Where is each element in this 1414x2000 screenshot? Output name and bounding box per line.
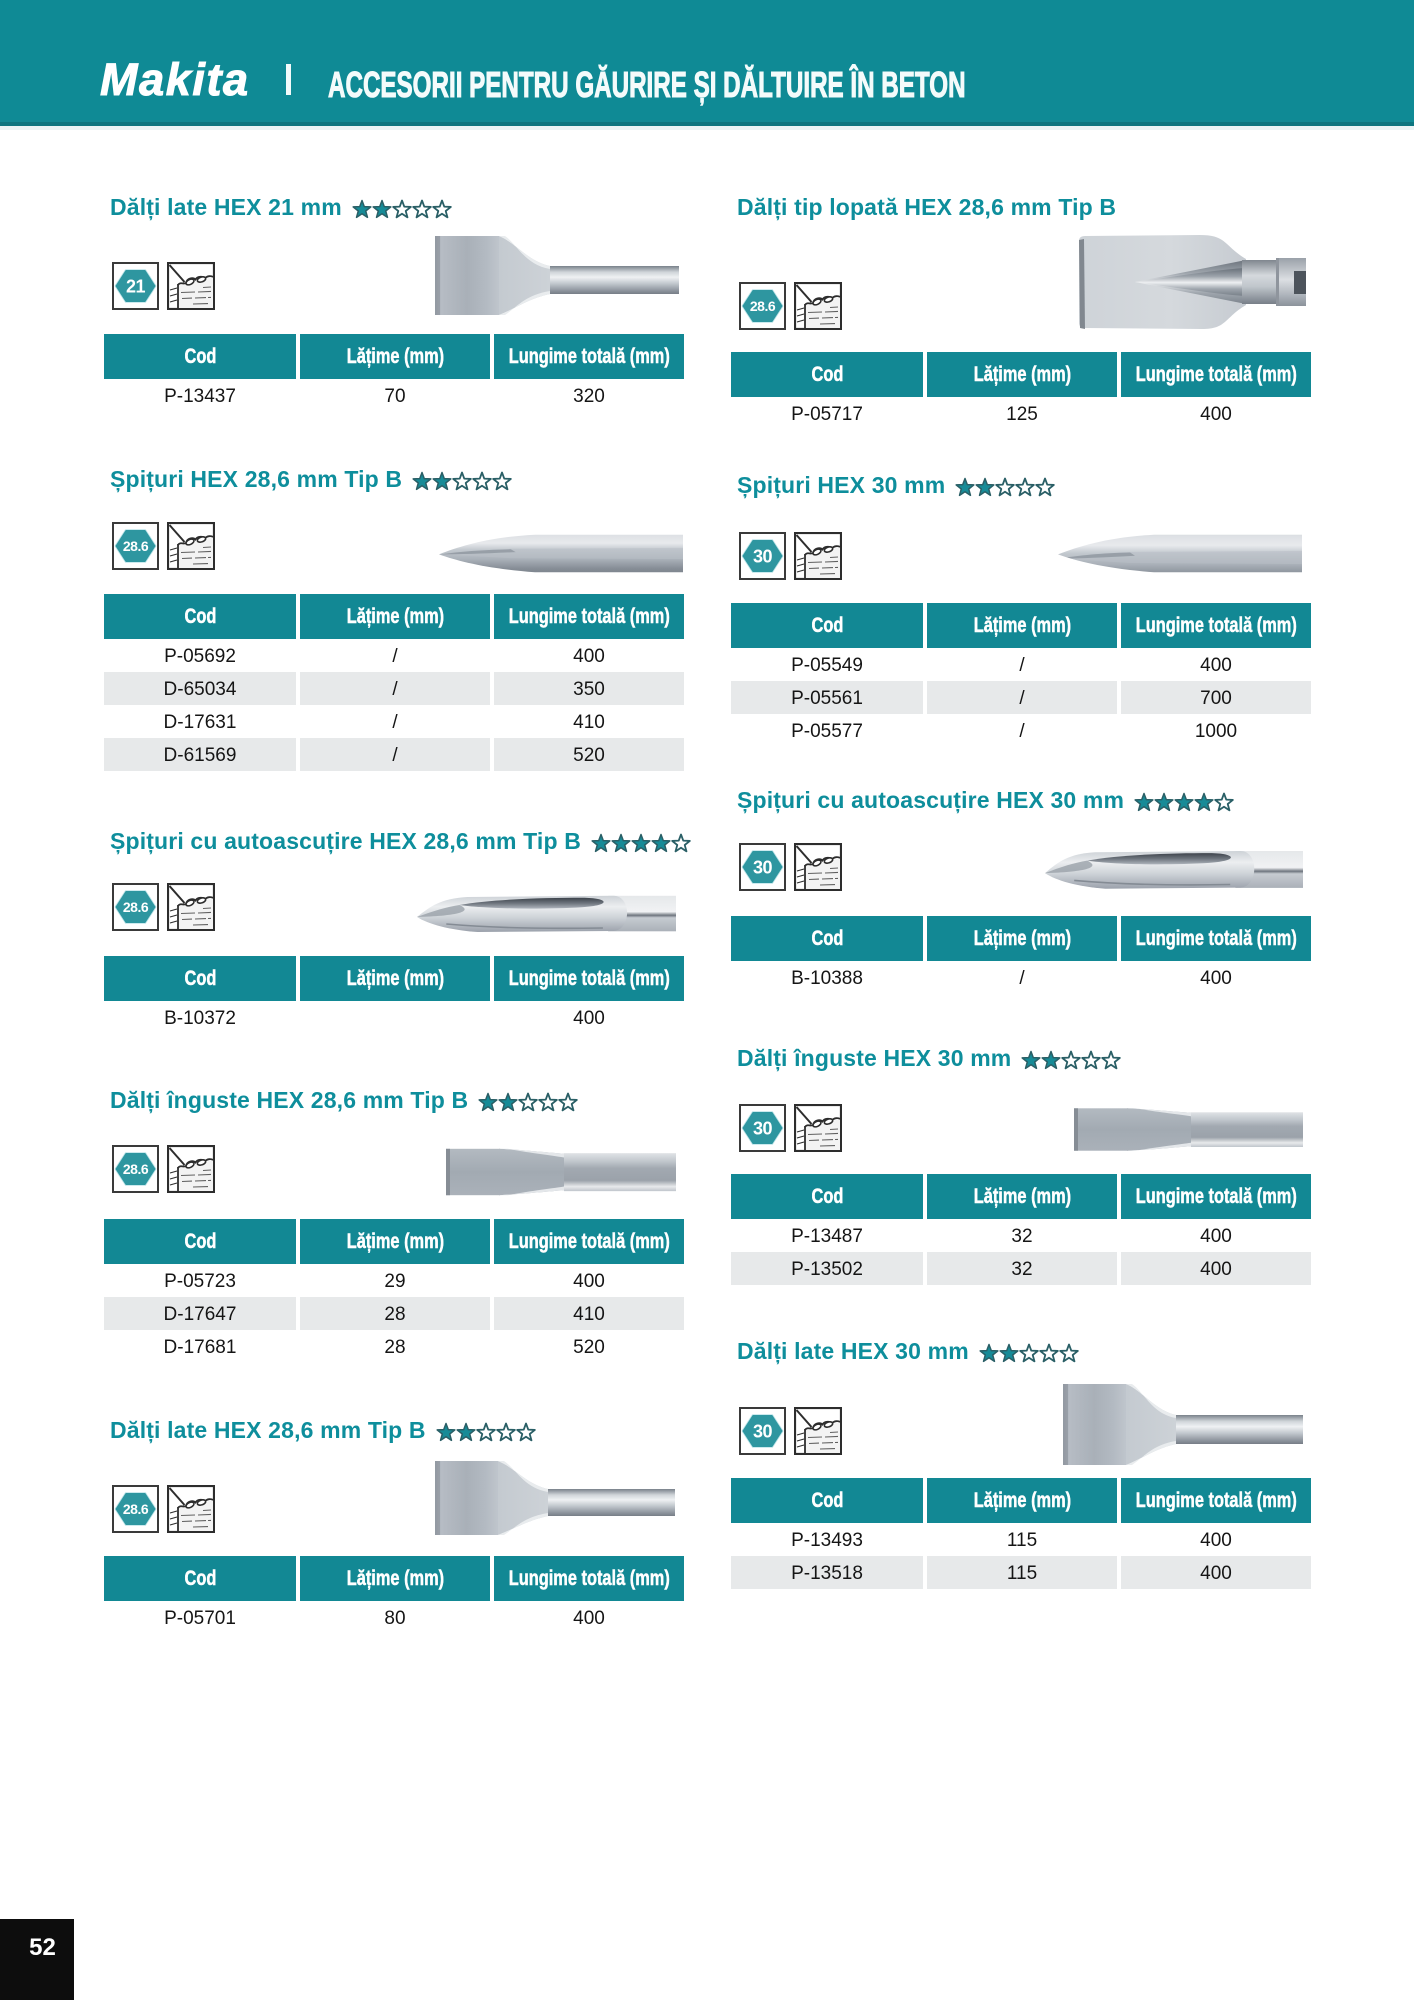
svg-text:28.6: 28.6 [123, 1501, 149, 1517]
svg-text:30: 30 [753, 546, 773, 566]
svg-text:30: 30 [753, 857, 773, 877]
svg-text:30: 30 [753, 1421, 773, 1441]
svg-text:30: 30 [753, 1118, 773, 1138]
svg-text:28.6: 28.6 [750, 298, 776, 314]
svg-text:21: 21 [126, 276, 146, 296]
svg-text:Makita: Makita [100, 54, 250, 104]
svg-text:28.6: 28.6 [123, 899, 149, 915]
svg-text:28.6: 28.6 [123, 538, 149, 554]
svg-text:28.6: 28.6 [123, 1161, 149, 1177]
